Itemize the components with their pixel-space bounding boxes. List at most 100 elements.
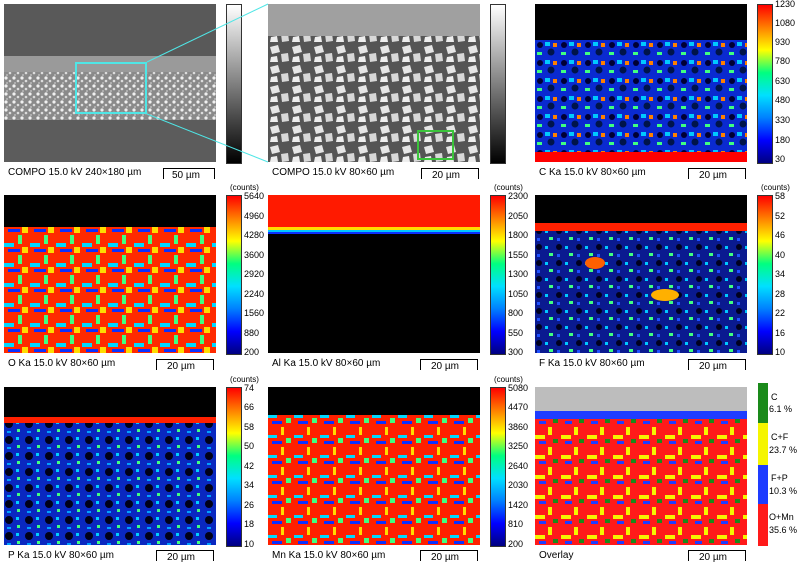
tick-label: 3600	[244, 250, 265, 260]
o-map-image	[4, 195, 216, 353]
tick-label: 30	[775, 154, 786, 164]
scale-bar-label: 20 µm	[167, 361, 195, 372]
tick-label: 2300	[508, 191, 529, 201]
legend-pct: 6.1 %	[769, 404, 793, 414]
compo-zoom-image	[268, 4, 480, 162]
tick-label: 5080	[508, 383, 529, 393]
panel-caption: Al Ka 15.0 kV 80×60 µm	[272, 358, 381, 369]
tick-label: 34	[244, 480, 255, 490]
scale-bar-label: 20 µm	[431, 552, 459, 563]
c-colorbar	[757, 4, 773, 164]
scale-bar-label: 20 µm	[699, 361, 727, 372]
scale-bar-label: 20 µm	[432, 170, 460, 181]
counts-label: (counts)	[761, 183, 790, 192]
tick-label: 46	[775, 230, 786, 240]
tick-label: 52	[775, 211, 786, 221]
p-colorbar	[226, 387, 242, 547]
scale-bar	[421, 168, 479, 179]
tick-label: 200	[244, 347, 260, 357]
panel-caption: F Ka 15.0 kV 80×60 µm	[539, 358, 645, 369]
tick-label: 1550	[508, 250, 529, 260]
panel-caption: COMPO 15.0 kV 80×60 µm	[272, 167, 395, 178]
p-map-image	[4, 387, 216, 545]
tick-label: 1800	[508, 230, 529, 240]
panel-caption: C Ka 15.0 kV 80×60 µm	[539, 167, 646, 178]
counts-label: (counts)	[494, 375, 523, 384]
tick-label: 800	[508, 308, 524, 318]
tick-label: 2050	[508, 211, 529, 221]
scale-bar-label: 50 µm	[172, 170, 200, 181]
legend-swatch-cf	[758, 423, 768, 465]
tick-label: 1560	[244, 308, 265, 318]
scale-bar	[156, 359, 214, 370]
scale-bar	[688, 359, 746, 370]
tick-label: 42	[244, 461, 255, 471]
f-colorbar	[757, 195, 773, 355]
scale-bar-label: 20 µm	[167, 552, 195, 563]
tick-label: 2640	[508, 461, 529, 471]
tick-label: 330	[775, 115, 791, 125]
tick-label: 28	[775, 289, 786, 299]
f-map-image	[535, 195, 747, 353]
tick-label: 58	[775, 191, 786, 201]
tick-label: 50	[244, 441, 255, 451]
legend-pct: 10.3 %	[769, 486, 798, 496]
panel-caption: O Ka 15.0 kV 80×60 µm	[8, 358, 116, 369]
tick-label: 930	[775, 37, 791, 47]
zoom-region-box	[75, 62, 147, 114]
scale-bar-label: 20 µm	[431, 361, 459, 372]
tick-label: 1050	[508, 289, 529, 299]
tick-label: 1300	[508, 269, 529, 279]
legend-label: C	[771, 392, 778, 402]
al-map-image	[268, 195, 480, 353]
tick-label: 74	[244, 383, 255, 393]
tick-label: 5640	[244, 191, 265, 201]
al-colorbar	[490, 195, 506, 355]
legend-label: F+P	[771, 473, 788, 483]
tick-label: 1420	[508, 500, 529, 510]
tick-label: 26	[244, 500, 255, 510]
grayscale-colorbar	[226, 4, 242, 164]
legend-pct: 23.7 %	[769, 445, 798, 455]
legend-swatch-fp	[758, 465, 768, 504]
tick-label: 630	[775, 76, 791, 86]
highlight-box	[417, 130, 454, 160]
legend-label: C+F	[771, 432, 789, 442]
tick-label: 2030	[508, 480, 529, 490]
tick-label: 4280	[244, 230, 265, 240]
scale-bar	[163, 168, 215, 179]
panel-caption: Overlay	[539, 550, 574, 561]
panel-caption: Mn Ka 15.0 kV 80×60 µm	[272, 550, 386, 561]
tick-label: 780	[775, 56, 791, 66]
tick-label: 10	[244, 539, 255, 549]
tick-label: 300	[508, 347, 524, 357]
tick-label: 18	[244, 519, 255, 529]
tick-label: 10	[775, 347, 786, 357]
tick-label: 58	[244, 422, 255, 432]
tick-label: 4470	[508, 402, 529, 412]
counts-label: (counts)	[230, 183, 259, 192]
tick-label: 66	[244, 402, 255, 412]
tick-label: 3250	[508, 441, 529, 451]
o-colorbar	[226, 195, 242, 355]
tick-label: 180	[775, 135, 791, 145]
tick-label: 4960	[244, 211, 265, 221]
tick-label: 550	[508, 328, 524, 338]
tick-label: 1080	[775, 18, 796, 28]
mn-colorbar	[490, 387, 506, 547]
scale-bar-label: 20 µm	[699, 170, 727, 181]
mn-map-image	[268, 387, 480, 545]
tick-label: 810	[508, 519, 524, 529]
tick-label: 34	[775, 269, 786, 279]
scale-bar-label: 20 µm	[699, 552, 727, 563]
tick-label: 200	[508, 539, 524, 549]
legend-swatch-omn	[758, 504, 768, 546]
tick-label: 2920	[244, 269, 265, 279]
tick-label: 16	[775, 328, 786, 338]
counts-label: (counts)	[230, 375, 259, 384]
legend-pct: 35.6 %	[769, 525, 798, 535]
tick-label: 880	[244, 328, 260, 338]
counts-label: (counts)	[494, 183, 523, 192]
scale-bar	[420, 359, 478, 370]
legend-label: O+Mn	[769, 512, 794, 522]
